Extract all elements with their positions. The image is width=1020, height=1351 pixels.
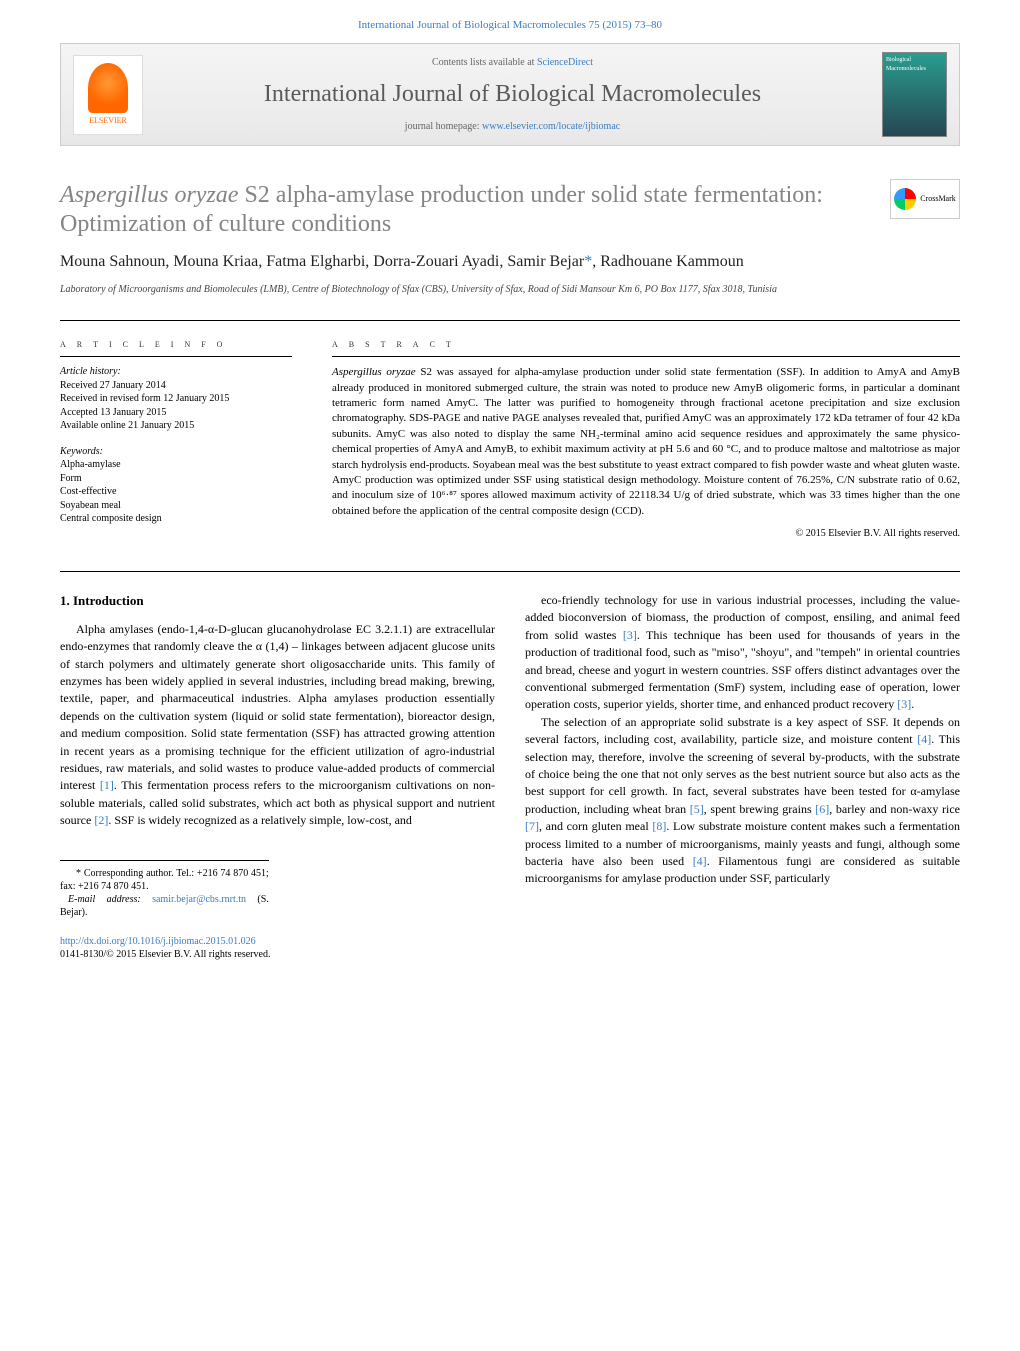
abstract-copyright: © 2015 Elsevier B.V. All rights reserved… xyxy=(332,527,960,541)
online-date: Available online 21 January 2015 xyxy=(60,419,292,433)
history-label: Article history: xyxy=(60,365,292,379)
info-abstract-row: a r t i c l e i n f o Article history: R… xyxy=(60,320,960,541)
keyword: Cost-effective xyxy=(60,485,292,499)
article-history-block: Article history: Received 27 January 201… xyxy=(60,365,292,433)
abstract-text: Aspergillus oryzae S2 was assayed for al… xyxy=(332,365,960,519)
journal-name: International Journal of Biological Macr… xyxy=(153,78,872,112)
corresponding-asterisk: * xyxy=(584,253,592,270)
article-area: Aspergillus oryzae S2 alpha-amylase prod… xyxy=(60,181,960,960)
reference-link[interactable]: [2] xyxy=(94,813,108,827)
abstract-heading: a b s t r a c t xyxy=(332,335,960,357)
email-link[interactable]: samir.bejar@cbs.rnrt.tn xyxy=(152,894,246,905)
reference-link[interactable]: [3] xyxy=(897,697,911,711)
journal-banner: ELSEVIER Contents lists available at Sci… xyxy=(60,43,960,146)
body-paragraph: The selection of an appropriate solid su… xyxy=(525,714,960,888)
reference-link[interactable]: [8] xyxy=(652,819,666,833)
body-column-right: eco-friendly technology for use in vario… xyxy=(525,592,960,961)
corresponding-author-note: * Corresponding author. Tel.: +216 74 87… xyxy=(60,867,269,893)
body-column-left: 1. Introduction Alpha amylases (endo-1,4… xyxy=(60,592,495,961)
citation-text: International Journal of Biological Macr… xyxy=(358,19,662,31)
accepted-date: Accepted 13 January 2015 xyxy=(60,406,292,420)
doi-footer: http://dx.doi.org/10.1016/j.ijbiomac.201… xyxy=(60,935,495,961)
elsevier-tree-icon xyxy=(88,63,128,113)
reference-link[interactable]: [6] xyxy=(815,802,829,816)
keyword: Soyabean meal xyxy=(60,499,292,513)
keyword: Form xyxy=(60,472,292,486)
crossmark-badge[interactable]: CrossMark xyxy=(890,179,960,219)
elsevier-logo[interactable]: ELSEVIER xyxy=(73,55,143,135)
reference-link[interactable]: [5] xyxy=(690,802,704,816)
article-title: Aspergillus oryzae S2 alpha-amylase prod… xyxy=(60,181,960,239)
journal-cover-thumbnail[interactable]: Biological Macromolecules xyxy=(882,52,947,137)
affiliation: Laboratory of Microorganisms and Biomole… xyxy=(60,283,960,296)
issn-copyright: 0141-8130/© 2015 Elsevier B.V. All right… xyxy=(60,949,270,960)
article-info-heading: a r t i c l e i n f o xyxy=(60,335,292,357)
article-info-column: a r t i c l e i n f o Article history: R… xyxy=(60,335,312,541)
sciencedirect-link[interactable]: ScienceDirect xyxy=(537,57,593,68)
reference-link[interactable]: [1] xyxy=(100,778,114,792)
crossmark-label: CrossMark xyxy=(920,193,956,204)
title-italic: Aspergillus oryzae xyxy=(60,182,238,208)
citation-header: International Journal of Biological Macr… xyxy=(0,0,1020,43)
homepage-link[interactable]: www.elsevier.com/locate/ijbiomac xyxy=(482,121,620,132)
body-paragraph: eco-friendly technology for use in vario… xyxy=(525,592,960,714)
keywords-label: Keywords: xyxy=(60,445,292,459)
revised-date: Received in revised form 12 January 2015 xyxy=(60,392,292,406)
abstract-column: a b s t r a c t Aspergillus oryzae S2 wa… xyxy=(312,335,960,541)
authors-list: Mouna Sahnoun, Mouna Kriaa, Fatma Elghar… xyxy=(60,251,960,273)
contents-line: Contents lists available at ScienceDirec… xyxy=(153,56,872,70)
body-columns: 1. Introduction Alpha amylases (endo-1,4… xyxy=(60,571,960,961)
section-heading: 1. Introduction xyxy=(60,592,495,611)
email-note: E-mail address: samir.bejar@cbs.rnrt.tn … xyxy=(60,893,269,919)
banner-center: Contents lists available at ScienceDirec… xyxy=(143,56,882,134)
footnotes: * Corresponding author. Tel.: +216 74 87… xyxy=(60,860,269,919)
doi-link[interactable]: http://dx.doi.org/10.1016/j.ijbiomac.201… xyxy=(60,936,256,947)
received-date: Received 27 January 2014 xyxy=(60,379,292,393)
publisher-label: ELSEVIER xyxy=(89,115,127,126)
reference-link[interactable]: [7] xyxy=(525,819,539,833)
crossmark-icon xyxy=(894,188,916,210)
journal-homepage: journal homepage: www.elsevier.com/locat… xyxy=(153,120,872,134)
keywords-block: Keywords: Alpha-amylase Form Cost-effect… xyxy=(60,445,292,526)
reference-link[interactable]: [4] xyxy=(917,732,931,746)
reference-link[interactable]: [3] xyxy=(623,628,637,642)
keyword: Central composite design xyxy=(60,512,292,526)
reference-link[interactable]: [4] xyxy=(693,854,707,868)
body-paragraph: Alpha amylases (endo-1,4-α-D-glucan gluc… xyxy=(60,621,495,830)
keyword: Alpha-amylase xyxy=(60,458,292,472)
